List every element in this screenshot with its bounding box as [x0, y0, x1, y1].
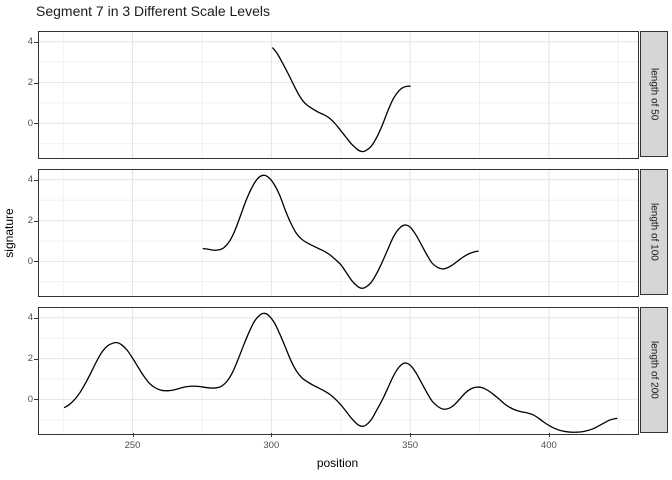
x-tick-mark [271, 433, 273, 437]
panel-length-of-100 [38, 169, 639, 297]
line-chart-svg-length-200 [39, 308, 638, 434]
y-tick-label: 4 [27, 174, 33, 186]
x-tick-mark [132, 433, 134, 437]
x-tick-mark [548, 433, 550, 437]
facet-strip-length-50: length of 50 [640, 31, 668, 157]
y-tick-mark [34, 41, 38, 43]
y-tick-mark [34, 179, 38, 181]
y-tick-label: 0 [27, 393, 33, 405]
x-tick-label: 400 [540, 440, 557, 451]
facet-strip-length-100: length of 100 [640, 169, 668, 295]
x-tick-label: 300 [263, 440, 280, 451]
y-tick-mark [34, 358, 38, 360]
facet-strip-label: length of 200 [648, 341, 660, 399]
signature-line [63, 312, 618, 433]
y-tick-mark [34, 123, 38, 125]
y-tick-label: 2 [27, 353, 33, 365]
y-tick-label: 0 [27, 117, 33, 129]
signature-line [202, 174, 479, 289]
y-tick-label: 2 [27, 215, 33, 227]
x-tick-mark [410, 433, 412, 437]
x-axis-label: position [316, 456, 359, 470]
y-tick-mark [34, 82, 38, 84]
signature-line [272, 47, 411, 153]
y-tick-mark [34, 220, 38, 222]
facet-strip-label: length of 50 [648, 67, 660, 121]
plot-title: Segment 7 in 3 Different Scale Levels [36, 3, 270, 19]
y-tick-label: 4 [27, 312, 33, 324]
x-tick-label: 350 [402, 440, 419, 451]
facet-strip-length-200: length of 200 [640, 307, 668, 433]
facet-strip-label: length of 100 [648, 203, 660, 261]
line-chart-svg-length-100 [39, 170, 638, 296]
y-tick-mark [34, 261, 38, 263]
y-tick-label: 4 [27, 36, 33, 48]
panel-length-of-50 [38, 31, 639, 159]
panel-length-of-200 [38, 307, 639, 435]
y-tick-mark [34, 399, 38, 401]
y-tick-label: 2 [27, 77, 33, 89]
line-chart-svg-length-50 [39, 32, 638, 158]
x-tick-label: 250 [124, 440, 141, 451]
y-tick-mark [34, 317, 38, 319]
y-tick-label: 0 [27, 255, 33, 267]
